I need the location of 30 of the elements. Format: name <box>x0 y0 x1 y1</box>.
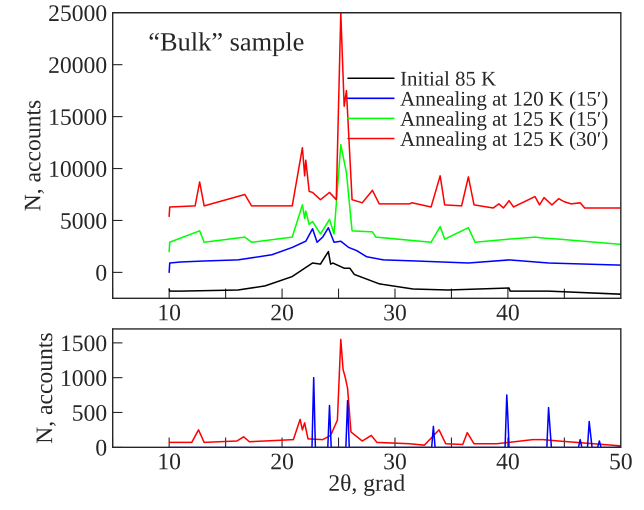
x-tick-label: 10 <box>159 454 180 470</box>
x-tick-label: 40 <box>496 454 519 470</box>
x-tick-label: 50 <box>610 454 632 470</box>
y-tick-label: 1000 <box>62 370 106 386</box>
y-axis-title: N, accounts <box>24 100 44 211</box>
y-tick-label: 5000 <box>61 212 106 229</box>
y-tick-label: 0 <box>96 264 106 281</box>
y-tick-label: 1500 <box>62 335 106 352</box>
x-tick-label: 30 <box>384 454 406 470</box>
line-series <box>168 226 621 274</box>
y-tick-label: 10000 <box>50 161 106 177</box>
legend-label: Annealing at 120 K (15′) <box>400 91 608 110</box>
y-axis-title: N, accounts <box>36 333 56 444</box>
y-tick-label: 25000 <box>49 5 106 22</box>
x-tick-label: 40 <box>496 304 519 321</box>
legend-label: Initial 85 K <box>400 71 496 86</box>
y-tick-label: 500 <box>73 404 106 421</box>
y-tick-label: 20000 <box>49 57 106 74</box>
y-tick-label: 0 <box>96 440 106 456</box>
y-tick-label: 15000 <box>50 109 106 126</box>
legend-label: Annealing at 125 K (15′) <box>400 111 608 130</box>
legend-label: Annealing at 125 K (30′) <box>400 131 608 150</box>
line-series <box>168 250 621 295</box>
annotation: “Bulk” sample <box>150 32 304 56</box>
x-tick-label: 20 <box>271 304 293 321</box>
x-axis-title: 2θ, grad <box>329 474 405 496</box>
line-series <box>168 338 621 447</box>
x-tick-label: 20 <box>271 454 293 470</box>
x-tick-label: 30 <box>384 304 406 321</box>
x-tick-label: 10 <box>159 304 180 321</box>
